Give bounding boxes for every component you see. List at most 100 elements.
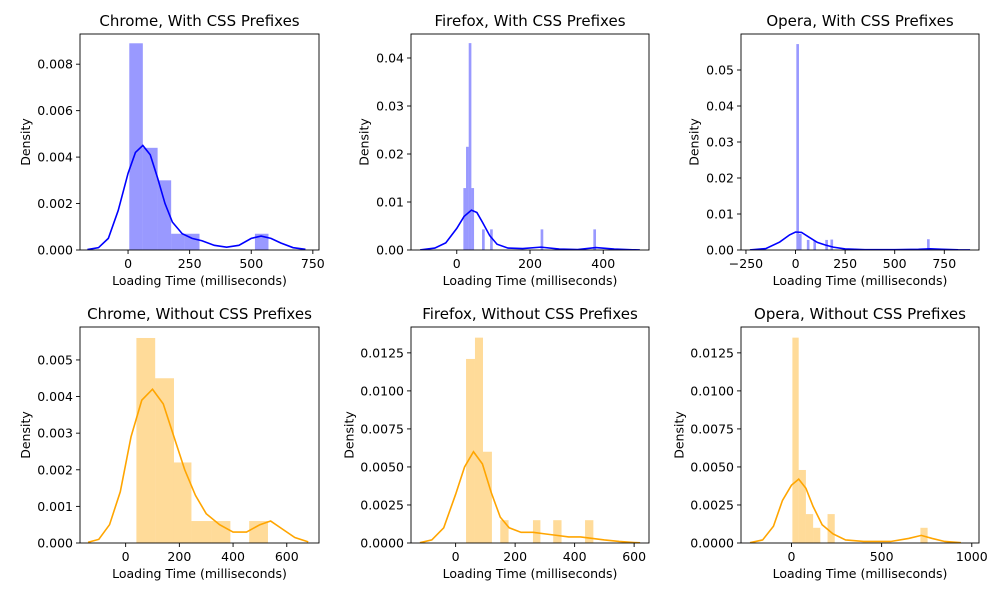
y-tick-label: 0.04 <box>706 99 734 114</box>
histogram-bar <box>463 188 467 250</box>
axes-frame <box>740 326 980 544</box>
x-axis-label: Loading Time (milliseconds) <box>112 566 287 581</box>
histogram-bar <box>474 337 483 543</box>
plot-area <box>87 337 309 543</box>
x-tick-label: 0 <box>122 549 130 564</box>
x-tick-label: 0 <box>788 549 796 564</box>
y-axis-label: Density <box>18 411 33 459</box>
chart-title: Chrome, Without CSS Prefixes <box>87 305 312 323</box>
y-axis-label: Density <box>687 118 702 166</box>
kde-curve <box>87 388 309 543</box>
subplot-1: 0 250 500 750 0.000 0.002 0.004 0.006 0.008 Chrom… <box>18 12 325 288</box>
y-tick-label: 0.0125 <box>690 345 734 360</box>
kde-curve <box>419 450 641 543</box>
x-tick-label: 500 <box>239 256 263 271</box>
chart-title: Firefox, With CSS Prefixes <box>434 12 625 30</box>
y-tick-label: 0.000 <box>37 536 73 551</box>
y-tick-label: 0.003 <box>37 426 73 441</box>
histogram-bar <box>806 239 810 250</box>
histogram-bar <box>129 43 143 250</box>
y-tick-label: 0.004 <box>37 389 73 404</box>
y-tick-label: 0.05 <box>706 63 734 78</box>
histogram-bar <box>792 337 799 543</box>
x-tick-label: 200 <box>518 256 542 271</box>
x-tick-label: 0 <box>453 256 461 271</box>
axes-frame <box>410 326 650 544</box>
x-tick-label: 500 <box>870 549 894 564</box>
histogram-bar <box>171 233 185 250</box>
histogram-bar <box>798 469 806 543</box>
histogram-bar <box>155 378 174 543</box>
y-tick-label: 0.02 <box>376 147 404 162</box>
axes-frame <box>79 326 320 544</box>
plot-area <box>419 337 641 543</box>
histogram-bar <box>249 521 268 543</box>
x-tick-label: 750 <box>301 256 325 271</box>
plot-area <box>749 337 962 543</box>
histogram-bar <box>500 520 509 543</box>
subplot-2: 0 200 400 0.00 0.01 0.02 0.03 0.04 Firefox, With… <box>357 12 650 288</box>
histogram-bar <box>468 43 472 250</box>
histogram-bar <box>157 180 172 250</box>
histogram-bar <box>927 239 930 250</box>
histogram-bar <box>813 240 817 250</box>
x-tick-label: 400 <box>591 256 615 271</box>
x-axis-label: Loading Time (milliseconds) <box>773 566 948 581</box>
axes-frame <box>410 33 650 251</box>
chart-title: Opera, With CSS Prefixes <box>766 12 954 30</box>
y-tick-label: 0.004 <box>37 150 73 165</box>
histogram-bar <box>173 462 192 543</box>
y-tick-label: 0.01 <box>706 207 734 222</box>
y-axis-label: Density <box>671 411 686 459</box>
axes-frame <box>79 33 320 251</box>
chart-title: Firefox, Without CSS Prefixes <box>422 305 638 323</box>
histogram-bar <box>466 146 469 250</box>
y-tick-label: 0.01 <box>376 195 404 210</box>
chart-title: Opera, Without CSS Prefixes <box>754 305 966 323</box>
plot-area <box>87 43 306 250</box>
x-tick-label: −250 <box>729 256 763 271</box>
y-tick-label: 0.0050 <box>360 459 404 474</box>
histogram-bar <box>482 229 485 250</box>
x-axis-label: Loading Time (milliseconds) <box>443 566 618 581</box>
y-tick-label: 0.001 <box>37 499 73 514</box>
histogram-bar <box>796 44 799 250</box>
y-tick-label: 0.002 <box>37 462 73 477</box>
histogram-bar <box>466 358 475 543</box>
y-tick-label: 0.005 <box>37 352 73 367</box>
y-tick-label: 0.006 <box>37 103 73 118</box>
x-tick-label: 0 <box>124 256 132 271</box>
y-axis-label: Density <box>18 118 33 166</box>
y-tick-label: 0.0075 <box>360 421 404 436</box>
histogram-bar <box>827 514 835 543</box>
y-tick-label: 0.0050 <box>690 459 734 474</box>
y-tick-label: 0.0025 <box>360 497 404 512</box>
histogram-bar <box>553 520 562 543</box>
chart-title: Chrome, With CSS Prefixes <box>99 12 299 30</box>
x-axis-label: Loading Time (milliseconds) <box>443 273 618 288</box>
y-tick-label: 0.02 <box>706 171 734 186</box>
histogram-bar <box>471 188 475 250</box>
histogram-bar <box>593 229 597 250</box>
plot-area <box>420 43 640 250</box>
x-tick-label: 200 <box>503 549 527 564</box>
histogram-bar <box>585 520 594 543</box>
x-tick-label: 400 <box>563 549 587 564</box>
histogram-bar <box>482 451 492 543</box>
y-tick-label: 0.0075 <box>690 421 734 436</box>
subplot-4: 0 200 400 600 0.000 0.001 0.002 0.003 0.004 0.005… <box>18 305 320 581</box>
x-tick-label: 200 <box>167 549 191 564</box>
kde-curve <box>749 477 962 543</box>
histogram-bar <box>813 527 821 543</box>
y-tick-label: 0.0025 <box>690 497 734 512</box>
x-tick-label: 0 <box>792 256 800 271</box>
y-tick-label: 0.008 <box>37 57 73 72</box>
x-tick-label: 750 <box>932 256 956 271</box>
histogram-bar <box>532 520 541 543</box>
y-tick-label: 0.03 <box>706 135 734 150</box>
histogram-bar <box>142 147 158 250</box>
histogram-bar <box>798 233 802 250</box>
x-tick-label: 250 <box>833 256 857 271</box>
y-axis-label: Density <box>341 411 356 459</box>
